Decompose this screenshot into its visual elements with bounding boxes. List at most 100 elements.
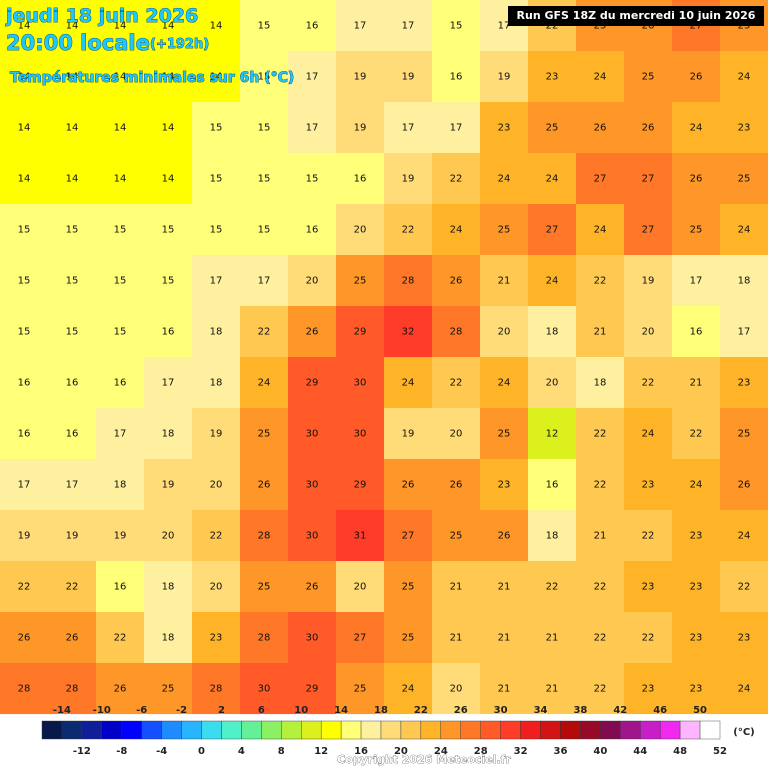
temperature-cell	[432, 0, 481, 52]
temperature-value: 15	[162, 225, 175, 236]
temperature-cell	[432, 663, 481, 715]
temperature-cell	[144, 204, 193, 256]
temperature-cell	[48, 408, 97, 460]
temperature-cell	[240, 459, 289, 511]
temperature-value: 19	[354, 72, 367, 83]
temperature-cell	[528, 357, 577, 409]
temperature-value: 17	[450, 123, 463, 134]
temperature-cell	[240, 0, 289, 52]
colorbar-tick: 38	[573, 705, 587, 716]
temperature-value: 22	[114, 633, 127, 644]
temperature-cell	[576, 51, 625, 103]
temperature-value: 27	[594, 174, 607, 185]
temperature-value: 17	[306, 72, 319, 83]
temperature-value: 25	[402, 582, 415, 593]
colorbar-swatch	[400, 720, 422, 740]
temperature-value: 14	[162, 174, 175, 185]
temperature-cell	[0, 153, 49, 205]
colorbar-swatch	[679, 720, 701, 740]
colorbar-swatch	[301, 720, 322, 740]
temperature-value: 15	[114, 276, 127, 287]
temperature-cell	[720, 510, 768, 562]
temperature-cell	[48, 459, 97, 511]
colorbar-tick: -10	[93, 705, 111, 716]
temperature-cell	[192, 153, 241, 205]
temperature-value: 22	[594, 633, 607, 644]
temperature-cell	[432, 102, 481, 154]
temperature-cell	[624, 459, 673, 511]
temperature-value: 19	[402, 174, 415, 185]
temperature-cell	[288, 204, 337, 256]
temperature-value: 27	[642, 174, 655, 185]
temperature-value: 20	[306, 276, 319, 287]
temperature-value: 22	[402, 225, 415, 236]
temperature-value: 17	[402, 123, 415, 134]
copyright: Copyright 2026 Meteociel.fr	[337, 753, 511, 766]
temperature-cell	[576, 357, 625, 409]
temperature-value: 22	[642, 531, 655, 542]
colorbar-tick: 32	[514, 746, 528, 757]
temperature-cell	[48, 357, 97, 409]
temperature-cell	[240, 306, 289, 358]
temperature-cell	[480, 153, 529, 205]
temperature-value: 18	[594, 378, 607, 389]
colorbar-tick: -14	[53, 705, 71, 716]
colorbar-swatch	[81, 720, 103, 740]
temperature-value: 21	[498, 276, 511, 287]
temperature-cell	[480, 663, 529, 715]
temperature-value: 16	[306, 225, 319, 236]
temperature-value: 27	[642, 225, 655, 236]
temperature-value: 22	[18, 582, 31, 593]
temperature-cell	[432, 255, 481, 307]
temperature-value: 25	[738, 174, 751, 185]
temperature-value: 14	[162, 123, 175, 134]
temperature-cell	[192, 255, 241, 307]
temperature-cell	[480, 306, 529, 358]
temperature-value: 18	[738, 276, 751, 287]
temperature-cell	[144, 561, 193, 613]
temperature-cell	[144, 306, 193, 358]
temperature-cell	[624, 408, 673, 460]
temperature-value: 30	[354, 429, 367, 440]
temperature-cell	[432, 153, 481, 205]
temperature-value: 22	[66, 582, 79, 593]
temperature-cell	[48, 306, 97, 358]
temperature-value: 15	[114, 327, 127, 338]
temperature-cell	[672, 663, 721, 715]
colorbar-swatch	[201, 720, 222, 740]
temperature-value: 24	[258, 378, 271, 389]
temperature-value: 25	[498, 225, 511, 236]
colorbar-swatch	[360, 720, 382, 740]
temperature-value: 16	[546, 480, 559, 491]
temperature-cell	[720, 102, 768, 154]
colorbar-tick: 4	[238, 746, 245, 757]
temperature-value: 24	[546, 276, 559, 287]
temperature-cell	[192, 0, 241, 52]
temperature-cell	[720, 459, 768, 511]
temperature-cell	[48, 153, 97, 205]
temperature-value: 15	[114, 225, 127, 236]
temperature-value: 16	[450, 72, 463, 83]
temperature-value: 15	[66, 276, 79, 287]
colorbar-tick: -12	[73, 746, 91, 757]
colorbar-tick: 50	[693, 705, 707, 716]
temperature-cell	[528, 306, 577, 358]
temperature-value: 20	[498, 327, 511, 338]
temperature-value: 17	[114, 429, 127, 440]
temperature-cell	[288, 408, 337, 460]
temperature-value: 16	[18, 429, 31, 440]
temperature-value: 30	[354, 378, 367, 389]
temperature-cell	[384, 306, 433, 358]
temperature-value: 26	[66, 633, 79, 644]
colorbar-swatch	[560, 720, 581, 740]
temperature-value: 21	[546, 633, 559, 644]
temperature-cell	[240, 102, 289, 154]
temperature-value: 21	[450, 582, 463, 593]
temperature-cell	[96, 408, 145, 460]
temperature-value: 24	[594, 225, 607, 236]
temperature-value: 15	[18, 327, 31, 338]
temperature-cell	[480, 357, 529, 409]
temperature-value: 23	[498, 480, 511, 491]
temperature-value: 14	[18, 72, 31, 83]
temperature-cell	[336, 663, 385, 715]
